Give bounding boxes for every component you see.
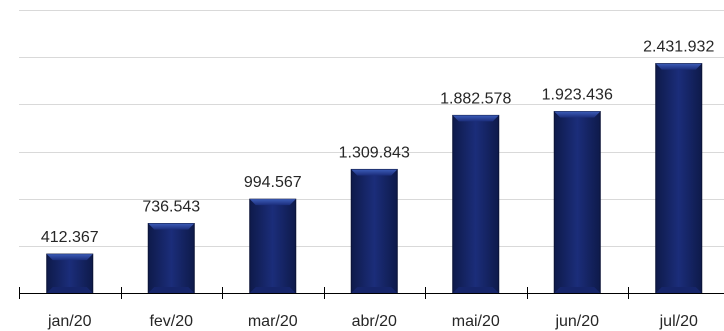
x-tick-label: jan/20 bbox=[47, 313, 92, 330]
bar bbox=[249, 198, 297, 294]
data-label: 1.882.578 bbox=[440, 90, 511, 107]
data-label: 1.923.436 bbox=[542, 87, 613, 104]
data-label: 994.567 bbox=[244, 174, 302, 191]
bar bbox=[655, 63, 703, 294]
data-label: 2.431.932 bbox=[643, 39, 714, 56]
x-tick-label: fev/20 bbox=[149, 313, 193, 330]
bar bbox=[46, 253, 94, 294]
x-tick-label: jun/20 bbox=[554, 313, 599, 330]
x-tick-label: jul/20 bbox=[659, 313, 698, 330]
data-label: 736.543 bbox=[142, 199, 200, 216]
x-tick-label: abr/20 bbox=[352, 313, 397, 330]
bar bbox=[350, 168, 398, 294]
bar bbox=[553, 111, 601, 294]
data-label: 412.367 bbox=[41, 229, 99, 246]
bars bbox=[46, 63, 703, 294]
bar bbox=[147, 223, 195, 294]
x-tick-label: mar/20 bbox=[248, 313, 298, 330]
data-label: 1.309.843 bbox=[339, 144, 410, 161]
bar bbox=[452, 114, 500, 294]
labels: 412.367 jan/20 736.543 fev/20 994.567 mar/20 1… bbox=[41, 39, 715, 330]
x-axis bbox=[19, 287, 724, 299]
gridlines bbox=[19, 10, 724, 247]
x-tick-label: mai/20 bbox=[452, 313, 500, 330]
